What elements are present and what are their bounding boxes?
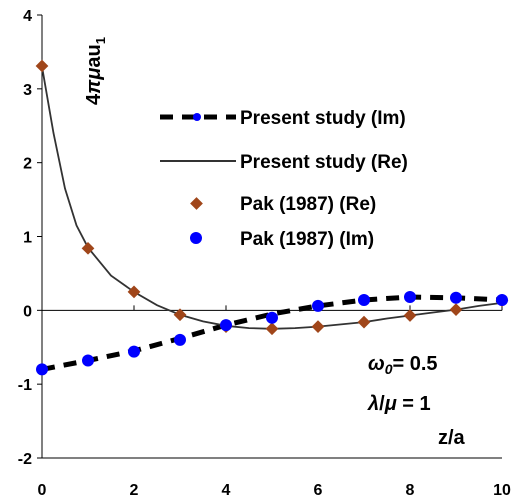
marker-pak-re xyxy=(403,309,417,322)
marker-pak-im xyxy=(174,333,186,346)
marker-pak-re xyxy=(449,303,463,316)
marker-pak-im xyxy=(36,363,48,376)
x-tick-label: 0 xyxy=(38,482,47,499)
y-tick-label: 0 xyxy=(23,303,32,320)
legend-entry-re: Present study (Re) xyxy=(160,152,408,173)
lambda-annotation: λ/μ = 1 xyxy=(367,393,431,415)
marker-pak-re xyxy=(311,320,325,333)
y-tick-label: 1 xyxy=(23,230,32,247)
y-axis-label: 4πμau1 xyxy=(83,37,108,105)
y-tick-label: 4 xyxy=(23,8,32,25)
marker-pak-re xyxy=(127,285,141,299)
marker-pak-im xyxy=(450,291,462,304)
y-tick-label: -1 xyxy=(18,377,32,394)
y-tick-label: 2 xyxy=(23,156,32,173)
x-tick-label: 4 xyxy=(222,482,231,499)
marker-pak-im xyxy=(358,293,370,306)
x-tick-label: 8 xyxy=(406,482,415,499)
marker-pak-re xyxy=(173,308,187,322)
marker-pak-im xyxy=(82,354,94,367)
y-tick-label: -2 xyxy=(18,451,32,468)
marker-pak-re xyxy=(35,59,49,73)
legend-marker-pak-re xyxy=(190,197,203,210)
legend-label-pak-re: Pak (1987) (Re) xyxy=(240,194,376,215)
axes xyxy=(37,14,503,459)
marker-pak-im xyxy=(404,291,416,304)
x-axis-label: z/a xyxy=(438,427,466,449)
legend-label-pak-im: Pak (1987) (Im) xyxy=(240,229,374,250)
x-tick-label: 6 xyxy=(314,482,323,499)
legend-entry-im: Present study (Im) xyxy=(160,108,406,129)
marker-pak-im xyxy=(266,311,278,324)
marker-pak-im xyxy=(496,293,508,306)
y-tick-label: 3 xyxy=(23,82,32,99)
legend-marker-pak-im xyxy=(190,232,202,244)
series-line-im xyxy=(41,294,503,372)
tick-labels: -2 -1 0 1 2 3 4 0 2 4 6 8 10 xyxy=(18,8,511,499)
data-markers xyxy=(35,59,509,376)
omega-annotation: ω0= 0.5 xyxy=(368,353,438,377)
legend-label-im: Present study (Im) xyxy=(240,108,406,129)
marker-pak-im xyxy=(128,345,140,358)
legend-entry-pak-im: Pak (1987) (Im) xyxy=(190,229,374,250)
marker-pak-re xyxy=(81,241,95,255)
x-tick-label: 10 xyxy=(493,482,511,499)
legend: Present study (Im) Present study (Re) Pa… xyxy=(160,108,408,250)
marker-pak-im xyxy=(312,299,324,312)
marker-pak-im xyxy=(220,319,232,332)
legend-label-re: Present study (Re) xyxy=(240,152,408,173)
series-lines xyxy=(41,66,503,372)
legend-marker-im-inline xyxy=(193,113,201,121)
legend-entry-pak-re: Pak (1987) (Re) xyxy=(190,194,376,215)
series-line-re xyxy=(41,66,503,330)
x-tick-label: 2 xyxy=(130,482,139,499)
marker-pak-re xyxy=(357,315,371,329)
marker-pak-re xyxy=(265,322,279,336)
